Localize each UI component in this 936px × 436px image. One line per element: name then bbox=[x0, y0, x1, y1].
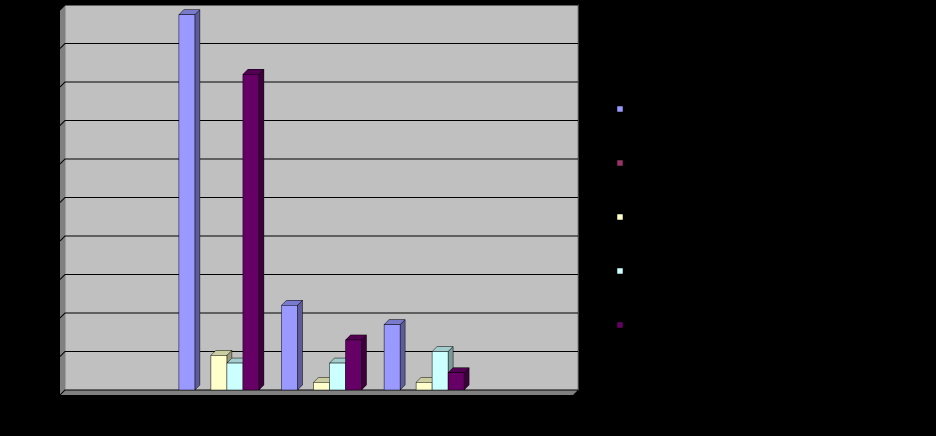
bar bbox=[280, 299, 304, 391]
bar-face bbox=[415, 382, 433, 391]
bar bbox=[242, 68, 265, 391]
legend-swatch bbox=[616, 267, 624, 275]
y-tick-label: 9 bbox=[47, 42, 53, 54]
bar-face bbox=[194, 9, 201, 391]
bar-face bbox=[281, 305, 298, 391]
bar-face bbox=[242, 74, 260, 391]
y-tick-label: 4 bbox=[47, 235, 53, 247]
grid-line bbox=[59, 120, 578, 126]
bar-face bbox=[226, 362, 244, 391]
bar-face bbox=[361, 334, 367, 391]
legend-swatch bbox=[616, 213, 624, 221]
y-tick-label: 1 bbox=[47, 350, 53, 362]
bar-face bbox=[210, 355, 228, 391]
bar bbox=[344, 334, 368, 391]
legend-swatch bbox=[616, 159, 624, 167]
bar-face bbox=[383, 324, 401, 391]
bar bbox=[383, 318, 406, 391]
bar-face bbox=[345, 339, 362, 391]
bar-face bbox=[399, 318, 406, 391]
bar-face bbox=[329, 362, 346, 391]
bar-face bbox=[178, 14, 196, 391]
y-tick-label: 8 bbox=[47, 81, 53, 93]
bar-face bbox=[313, 382, 330, 391]
bar-face bbox=[447, 372, 465, 391]
y-tick-label: 10 bbox=[41, 4, 53, 16]
grid-line bbox=[59, 81, 578, 88]
bar-face bbox=[258, 68, 265, 391]
bar bbox=[447, 367, 470, 391]
floor bbox=[60, 390, 578, 395]
bar bbox=[178, 9, 201, 391]
grid-line bbox=[59, 158, 578, 165]
grid-line bbox=[59, 351, 578, 357]
grid-line bbox=[59, 312, 578, 319]
y-tick-label: 3 bbox=[47, 273, 53, 285]
y-tick-label: 5 bbox=[47, 196, 53, 208]
y-tick-label: 7 bbox=[47, 119, 53, 131]
grid-line bbox=[59, 43, 578, 49]
grid-line bbox=[59, 389, 578, 396]
grid-line bbox=[59, 274, 578, 280]
bar-face bbox=[297, 299, 303, 391]
y-tick-label: 6 bbox=[47, 158, 53, 170]
y-tick-label: 2 bbox=[47, 312, 53, 324]
grid-line bbox=[59, 4, 578, 11]
y-tick-label: 0 bbox=[47, 389, 53, 401]
legend-swatch bbox=[616, 105, 624, 113]
legend-swatch bbox=[616, 321, 624, 329]
bar-face bbox=[431, 351, 449, 391]
grid-line bbox=[59, 197, 578, 203]
grid-line bbox=[59, 235, 578, 242]
